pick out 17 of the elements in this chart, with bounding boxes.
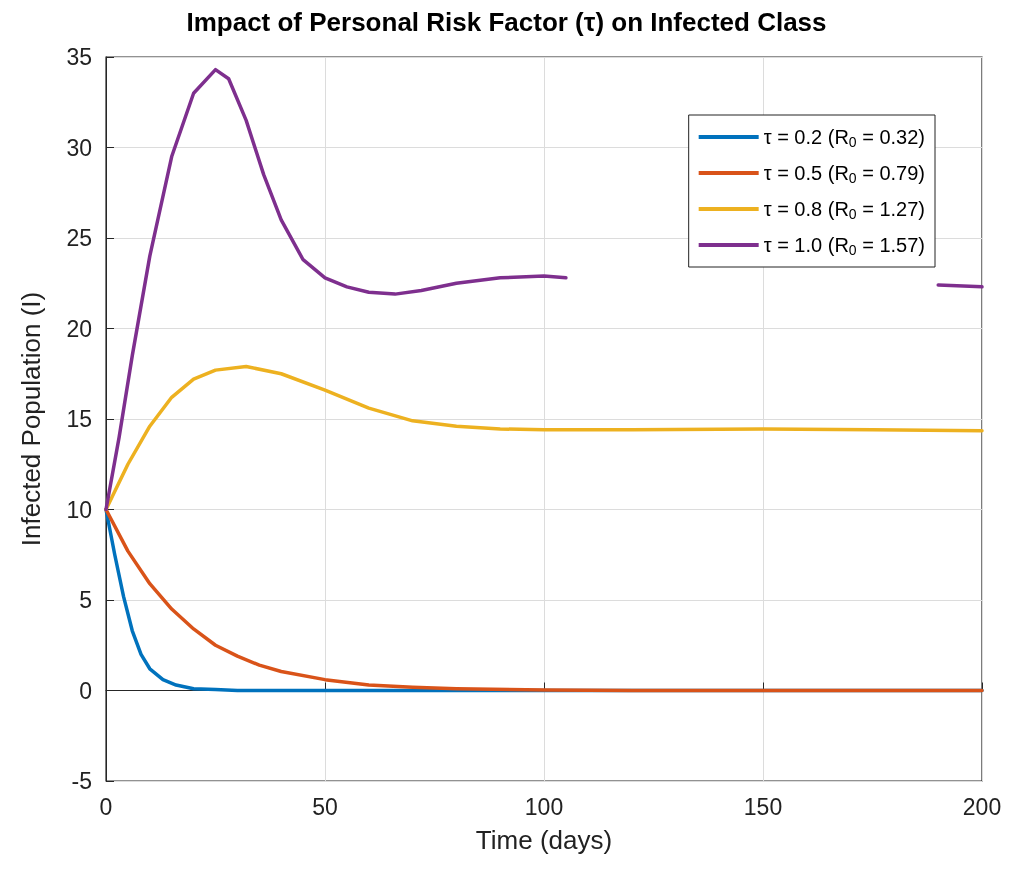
x-tick-label: 50: [312, 793, 338, 820]
x-tick-label: 100: [524, 793, 564, 820]
y-tick-label: 15: [66, 406, 92, 432]
x-axis-title: Time (days): [475, 825, 613, 855]
x-tick-label: 150: [743, 793, 783, 820]
y-tick-label: 10: [66, 496, 92, 523]
y-tick-label: 30: [66, 134, 92, 161]
y-tick-label: 35: [66, 44, 92, 70]
y-tick-label: 5: [79, 587, 92, 613]
x-tick-label: 200: [962, 793, 1002, 820]
y-tick-label: -5: [71, 768, 92, 794]
y-tick-label: 0: [79, 677, 92, 704]
chart-title: Impact of Personal Risk Factor (τ) on Infected Class: [186, 7, 827, 37]
x-tick-label: 0: [99, 793, 113, 820]
y-axis-title: Infected Population (I): [16, 291, 46, 547]
y-tick-label: 20: [66, 315, 92, 342]
y-tick-label: 25: [66, 225, 92, 251]
